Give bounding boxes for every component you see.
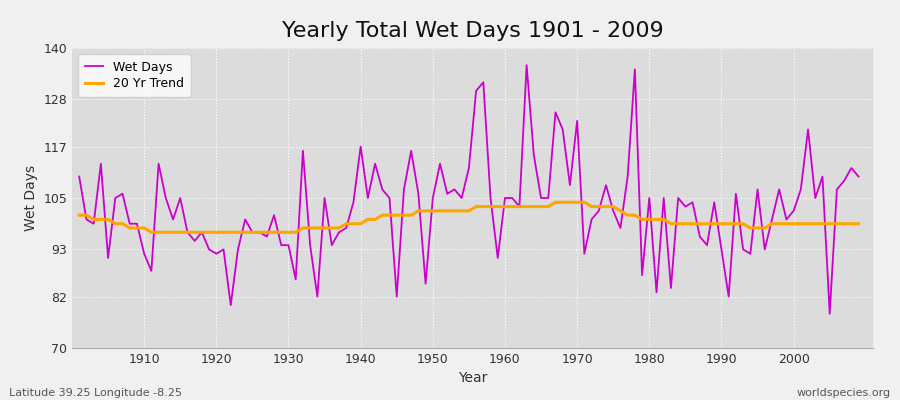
20 Yr Trend	[146, 230, 157, 235]
Wet Days	[500, 196, 510, 200]
20 Yr Trend	[500, 204, 510, 209]
Wet Days	[824, 311, 835, 316]
20 Yr Trend	[74, 213, 85, 218]
X-axis label: Year: Year	[458, 372, 487, 386]
20 Yr Trend	[600, 204, 611, 209]
Wet Days	[74, 174, 85, 179]
20 Yr Trend	[853, 221, 864, 226]
20 Yr Trend	[550, 200, 561, 205]
Title: Yearly Total Wet Days 1901 - 2009: Yearly Total Wet Days 1901 - 2009	[282, 21, 663, 41]
Y-axis label: Wet Days: Wet Days	[23, 165, 38, 231]
20 Yr Trend	[298, 226, 309, 230]
Wet Days	[291, 277, 302, 282]
Text: worldspecies.org: worldspecies.org	[796, 388, 891, 398]
Legend: Wet Days, 20 Yr Trend: Wet Days, 20 Yr Trend	[78, 54, 191, 96]
Line: 20 Yr Trend: 20 Yr Trend	[79, 202, 859, 232]
20 Yr Trend	[507, 204, 517, 209]
Line: Wet Days: Wet Days	[79, 65, 859, 314]
Wet Days	[521, 63, 532, 68]
Text: Latitude 39.25 Longitude -8.25: Latitude 39.25 Longitude -8.25	[9, 388, 182, 398]
Wet Days	[492, 256, 503, 260]
20 Yr Trend	[341, 221, 352, 226]
20 Yr Trend	[131, 226, 142, 230]
Wet Days	[853, 174, 864, 179]
Wet Days	[334, 230, 345, 235]
Wet Days	[131, 221, 142, 226]
Wet Days	[593, 208, 604, 213]
